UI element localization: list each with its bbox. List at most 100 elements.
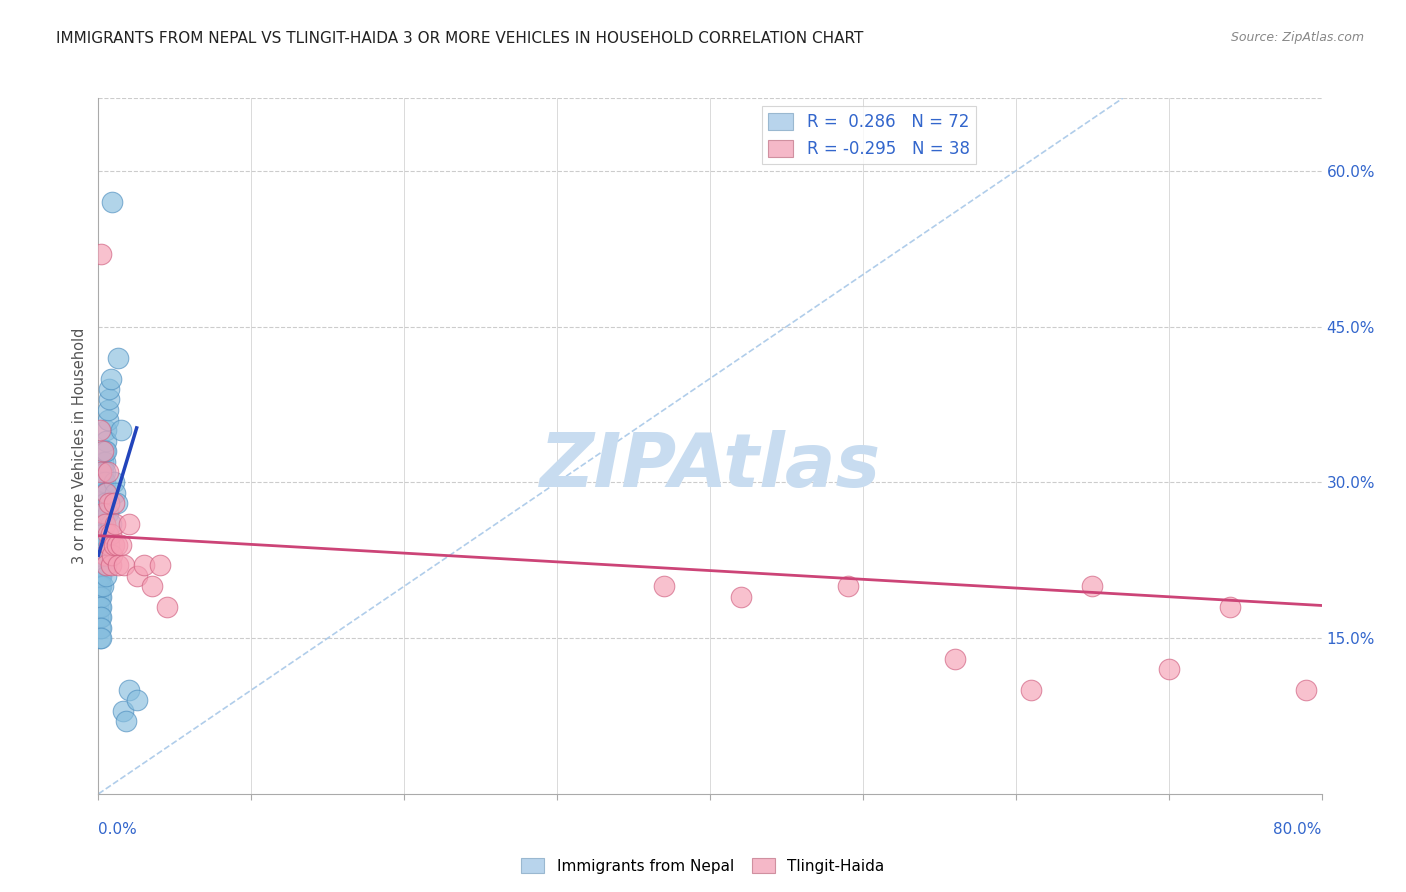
Point bbox=[89, 548, 111, 562]
Point bbox=[90, 538, 112, 552]
Point bbox=[730, 590, 752, 604]
Point bbox=[103, 538, 125, 552]
Point bbox=[97, 465, 120, 479]
Point bbox=[89, 569, 111, 583]
Point bbox=[91, 465, 114, 479]
Point bbox=[94, 424, 117, 438]
Text: ZIPAtlas: ZIPAtlas bbox=[540, 430, 880, 503]
Point bbox=[93, 485, 115, 500]
Point bbox=[90, 621, 112, 635]
Legend: R =  0.286   N = 72, R = -0.295   N = 38: R = 0.286 N = 72, R = -0.295 N = 38 bbox=[762, 106, 976, 164]
Point bbox=[90, 548, 112, 562]
Point bbox=[90, 579, 112, 593]
Y-axis label: 3 or more Vehicles in Household: 3 or more Vehicles in Household bbox=[72, 328, 87, 564]
Text: 80.0%: 80.0% bbox=[1274, 822, 1322, 837]
Point bbox=[111, 704, 134, 718]
Point bbox=[89, 527, 111, 541]
Point bbox=[97, 507, 120, 521]
Point bbox=[100, 527, 122, 541]
Point bbox=[90, 516, 112, 531]
Point bbox=[91, 527, 114, 541]
Point bbox=[1019, 683, 1042, 698]
Point bbox=[110, 424, 132, 438]
Point bbox=[93, 444, 115, 458]
Point bbox=[1219, 599, 1241, 614]
Text: IMMIGRANTS FROM NEPAL VS TLINGIT-HAIDA 3 OR MORE VEHICLES IN HOUSEHOLD CORRELATI: IMMIGRANTS FROM NEPAL VS TLINGIT-HAIDA 3… bbox=[56, 31, 863, 46]
Point bbox=[89, 590, 111, 604]
Point bbox=[104, 516, 127, 531]
Point bbox=[101, 194, 124, 209]
Point bbox=[97, 527, 120, 541]
Point bbox=[89, 569, 111, 583]
Point bbox=[118, 683, 141, 698]
Point bbox=[90, 465, 112, 479]
Point bbox=[105, 538, 128, 552]
Point bbox=[90, 507, 112, 521]
Point bbox=[652, 579, 675, 593]
Point bbox=[93, 507, 115, 521]
Point bbox=[1295, 683, 1317, 698]
Text: Source: ZipAtlas.com: Source: ZipAtlas.com bbox=[1230, 31, 1364, 45]
Point bbox=[89, 424, 111, 438]
Point bbox=[90, 590, 112, 604]
Point bbox=[93, 465, 115, 479]
Point bbox=[91, 538, 114, 552]
Point bbox=[101, 548, 124, 562]
Point bbox=[91, 485, 114, 500]
Point bbox=[98, 496, 121, 510]
Point bbox=[94, 485, 117, 500]
Point bbox=[90, 496, 112, 510]
Point bbox=[125, 693, 148, 707]
Point bbox=[112, 558, 135, 573]
Point bbox=[1081, 579, 1104, 593]
Point bbox=[107, 558, 129, 573]
Point bbox=[104, 485, 127, 500]
Point bbox=[87, 558, 110, 573]
Point bbox=[98, 382, 121, 396]
Point bbox=[89, 610, 111, 624]
Point bbox=[141, 579, 163, 593]
Point bbox=[149, 558, 172, 573]
Point bbox=[91, 507, 114, 521]
Point bbox=[89, 599, 111, 614]
Point bbox=[107, 351, 129, 365]
Point bbox=[98, 392, 121, 407]
Point bbox=[91, 444, 114, 458]
Point bbox=[90, 558, 112, 573]
Point bbox=[89, 579, 111, 593]
Point bbox=[93, 496, 115, 510]
Point bbox=[118, 516, 141, 531]
Point bbox=[93, 454, 115, 468]
Point bbox=[94, 434, 117, 448]
Point bbox=[837, 579, 859, 593]
Point bbox=[91, 507, 114, 521]
Legend: Immigrants from Nepal, Tlingit-Haida: Immigrants from Nepal, Tlingit-Haida bbox=[516, 852, 890, 880]
Point bbox=[93, 516, 115, 531]
Point bbox=[91, 454, 114, 468]
Point bbox=[91, 496, 114, 510]
Point bbox=[90, 475, 112, 490]
Point bbox=[97, 402, 120, 417]
Point bbox=[105, 496, 128, 510]
Point bbox=[110, 538, 132, 552]
Point bbox=[90, 569, 112, 583]
Point bbox=[103, 475, 125, 490]
Point bbox=[94, 558, 117, 573]
Point bbox=[156, 599, 179, 614]
Point bbox=[89, 631, 111, 645]
Point bbox=[115, 714, 138, 729]
Point bbox=[89, 579, 111, 593]
Point bbox=[91, 516, 114, 531]
Point bbox=[100, 371, 122, 385]
Point bbox=[1157, 662, 1180, 676]
Point bbox=[87, 590, 110, 604]
Text: 0.0%: 0.0% bbox=[98, 822, 138, 837]
Point bbox=[98, 538, 121, 552]
Point bbox=[94, 569, 117, 583]
Point bbox=[90, 599, 112, 614]
Point bbox=[87, 579, 110, 593]
Point bbox=[89, 621, 111, 635]
Point bbox=[94, 444, 117, 458]
Point bbox=[91, 475, 114, 490]
Point bbox=[89, 538, 111, 552]
